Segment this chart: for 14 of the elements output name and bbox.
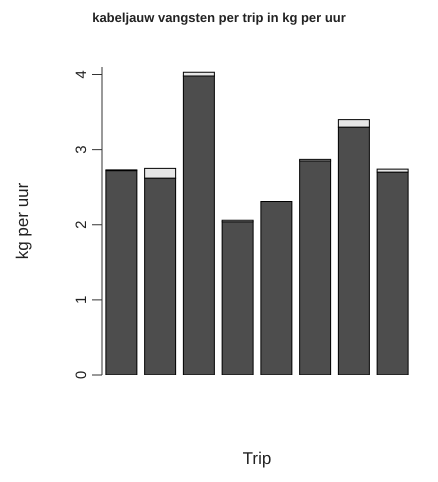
bar (182, 76, 215, 375)
bar (260, 200, 292, 375)
y-tick-label: 2 (73, 220, 90, 229)
bar (222, 221, 254, 375)
bar (105, 170, 138, 375)
bar (376, 172, 409, 375)
bar (299, 160, 332, 375)
y-axis-title: kg per uur (13, 182, 32, 260)
y-tick-label: 1 (73, 296, 90, 304)
chart-title: kabeljauw vangsten per trip in kg per uur (91, 10, 347, 25)
y-tick-label: 0 (73, 370, 90, 380)
x-axis-title: Trip (242, 449, 272, 468)
y-tick-label: 3 (73, 145, 90, 154)
y-tick-label: 4 (73, 70, 90, 79)
